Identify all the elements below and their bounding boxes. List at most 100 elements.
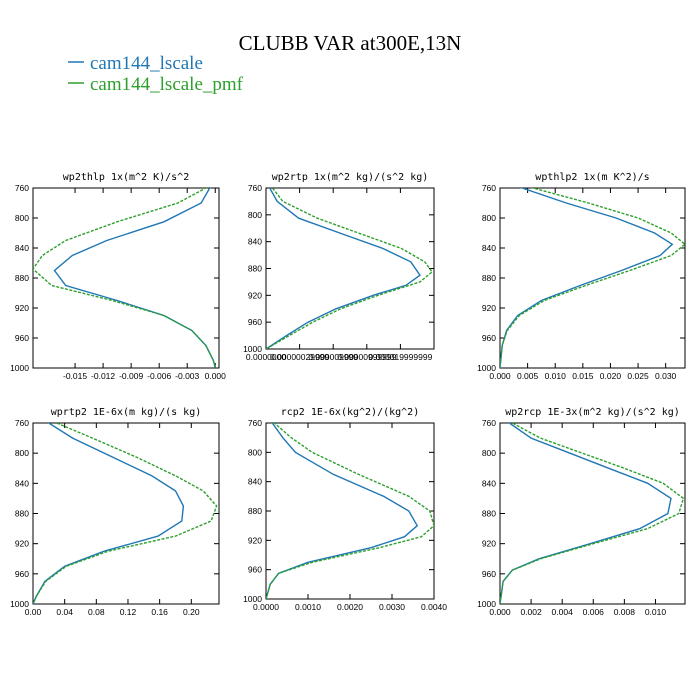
y-tick-label: 1000 bbox=[10, 363, 29, 373]
y-tick-label: 760 bbox=[248, 183, 262, 193]
x-tick-label: 0.030 bbox=[655, 371, 677, 381]
series-line-cam144-lscale-pmf bbox=[500, 188, 685, 368]
y-tick-label: 920 bbox=[248, 290, 262, 300]
x-tick-label: 0.005 bbox=[517, 371, 539, 381]
x-tick-label: 0.000 bbox=[205, 371, 227, 381]
y-tick-label: 960 bbox=[248, 317, 262, 327]
y-tick-label: 1000 bbox=[10, 599, 29, 609]
y-tick-label: 760 bbox=[482, 418, 496, 428]
x-tick-label: 0.020 bbox=[600, 371, 622, 381]
legend-label-cam144-lscale: cam144_lscale bbox=[90, 53, 203, 74]
panel-title: wpthlp2 1x(m K^2)/s bbox=[535, 172, 649, 183]
panel-title: rcp2 1E-6x(kg^2)/(kg^2) bbox=[281, 407, 419, 418]
x-tick-label: 0.010 bbox=[545, 371, 567, 381]
y-tick-label: 920 bbox=[15, 303, 29, 313]
x-tick-label: 0.000019999999 bbox=[368, 352, 432, 362]
y-tick-label: 960 bbox=[15, 569, 29, 579]
y-tick-label: 920 bbox=[482, 303, 496, 313]
panel-title: wp2thlp 1x(m^2 K)/s^2 bbox=[63, 172, 189, 183]
y-tick-label: 840 bbox=[248, 477, 262, 487]
panel-title: wprtp2 1E-6x(m kg)/(s kg) bbox=[51, 407, 202, 418]
x-tick-label: -0.015 bbox=[63, 371, 87, 381]
x-tick-label: 0.0030 bbox=[379, 602, 405, 612]
x-tick-label: 0.015 bbox=[572, 371, 594, 381]
y-tick-label: 880 bbox=[15, 509, 29, 519]
series-line-cam144-lscale bbox=[500, 423, 672, 604]
y-tick-label: 800 bbox=[248, 447, 262, 457]
x-tick-label: 0.00000999999 bbox=[337, 352, 396, 362]
y-tick-label: 840 bbox=[482, 243, 496, 253]
x-tick-label: 0.000 bbox=[489, 607, 511, 617]
series-line-cam144-lscale bbox=[500, 188, 674, 368]
panel-title: wp2rtp 1x(m^2 kg)/(s^2 kg) bbox=[272, 172, 429, 183]
x-tick-label: 0.16 bbox=[151, 607, 168, 617]
x-tick-label: 0.0000000 bbox=[246, 352, 286, 362]
y-tick-label: 1000 bbox=[243, 344, 262, 354]
series-line-cam144-lscale bbox=[33, 423, 185, 604]
y-tick-label: 800 bbox=[482, 213, 496, 223]
x-tick-label: 0.010 bbox=[645, 607, 667, 617]
y-tick-label: 760 bbox=[15, 183, 29, 193]
x-tick-label: 0.0020 bbox=[337, 602, 363, 612]
y-tick-label: 840 bbox=[15, 243, 29, 253]
x-tick-label: 0.000009999 bbox=[308, 352, 358, 362]
panel-frame bbox=[32, 422, 220, 605]
x-tick-label: -0.012 bbox=[91, 371, 115, 381]
panel-3: wpthlp2 1x(m K^2)/s 760 800 840 880 920 960 100… bbox=[477, 172, 686, 381]
x-tick-label: 0.12 bbox=[120, 607, 137, 617]
y-tick-label: 1000 bbox=[243, 594, 262, 604]
y-tick-label: 760 bbox=[248, 418, 262, 428]
y-tick-label: 800 bbox=[482, 448, 496, 458]
panel-4: wprtp2 1E-6x(m kg)/(s kg) 760 800 840 880 920… bbox=[10, 407, 220, 617]
series-line-cam144-lscale-pmf bbox=[266, 423, 434, 599]
y-tick-label: 800 bbox=[15, 213, 29, 223]
x-tick-label: 0.004 bbox=[552, 607, 574, 617]
series-line-cam144-lscale-pmf bbox=[266, 188, 434, 349]
x-tick-label: 0.008 bbox=[614, 607, 636, 617]
y-tick-label: 880 bbox=[15, 273, 29, 283]
y-tick-label: 800 bbox=[15, 448, 29, 458]
series-line-cam144-lscale-pmf bbox=[33, 188, 216, 368]
y-tick-label: 1000 bbox=[477, 363, 496, 373]
x-tick-label: 0.000 bbox=[489, 371, 511, 381]
x-tick-label: -0.006 bbox=[147, 371, 171, 381]
series-line-cam144-lscale bbox=[53, 188, 216, 368]
figure-title: CLUBB VAR at300E,13N bbox=[239, 31, 462, 55]
x-tick-label: 0.00000029999 bbox=[270, 352, 329, 362]
y-tick-label: 840 bbox=[15, 478, 29, 488]
legend-label-cam144-lscale-pmf: cam144_lscale_pmf bbox=[90, 74, 244, 95]
panel-frame bbox=[499, 187, 686, 369]
panel-2: wp2rtp 1x(m^2 kg)/(s^2 kg) 760 800 840 880 92… bbox=[243, 172, 435, 362]
x-tick-label: -0.003 bbox=[175, 371, 199, 381]
x-tick-label: -0.009 bbox=[119, 371, 143, 381]
y-tick-label: 840 bbox=[482, 478, 496, 488]
series-line-cam144-lscale-pmf bbox=[33, 423, 218, 604]
panel-1: wp2thlp 1x(m^2 K)/s^2 760 800 840 880 920 960 1… bbox=[10, 172, 226, 381]
y-tick-label: 960 bbox=[482, 569, 496, 579]
x-tick-label: 0.0040 bbox=[421, 602, 447, 612]
y-tick-label: 840 bbox=[248, 237, 262, 247]
series-line-cam144-lscale bbox=[266, 423, 419, 599]
x-tick-label: 0.002 bbox=[520, 607, 542, 617]
series-line-cam144-lscale-pmf bbox=[500, 423, 685, 604]
x-tick-label: 0.025 bbox=[627, 371, 649, 381]
y-tick-label: 880 bbox=[248, 264, 262, 274]
series-line-cam144-lscale bbox=[266, 188, 421, 349]
y-tick-label: 1000 bbox=[477, 599, 496, 609]
panel-6: wp2rcp 1E-3x(m^2 kg)/(s^2 kg) 760 800 840 88… bbox=[477, 407, 686, 617]
y-tick-label: 760 bbox=[482, 183, 496, 193]
x-tick-label: 0.006 bbox=[583, 607, 605, 617]
y-tick-label: 960 bbox=[248, 565, 262, 575]
x-tick-label: 0.08 bbox=[88, 607, 105, 617]
y-tick-label: 800 bbox=[248, 210, 262, 220]
panel-title: wp2rcp 1E-3x(m^2 kg)/(s^2 kg) bbox=[505, 407, 680, 418]
panel-frame bbox=[499, 422, 686, 605]
legend: cam144_lscale cam144_lscale_pmf bbox=[68, 53, 244, 95]
panels-grid: wp2thlp 1x(m^2 K)/s^2 760 800 840 880 920 960 1… bbox=[10, 172, 686, 617]
x-tick-label: 0.20 bbox=[183, 607, 200, 617]
y-tick-label: 920 bbox=[248, 535, 262, 545]
y-tick-label: 880 bbox=[482, 273, 496, 283]
y-tick-label: 760 bbox=[15, 418, 29, 428]
y-tick-label: 920 bbox=[15, 539, 29, 549]
